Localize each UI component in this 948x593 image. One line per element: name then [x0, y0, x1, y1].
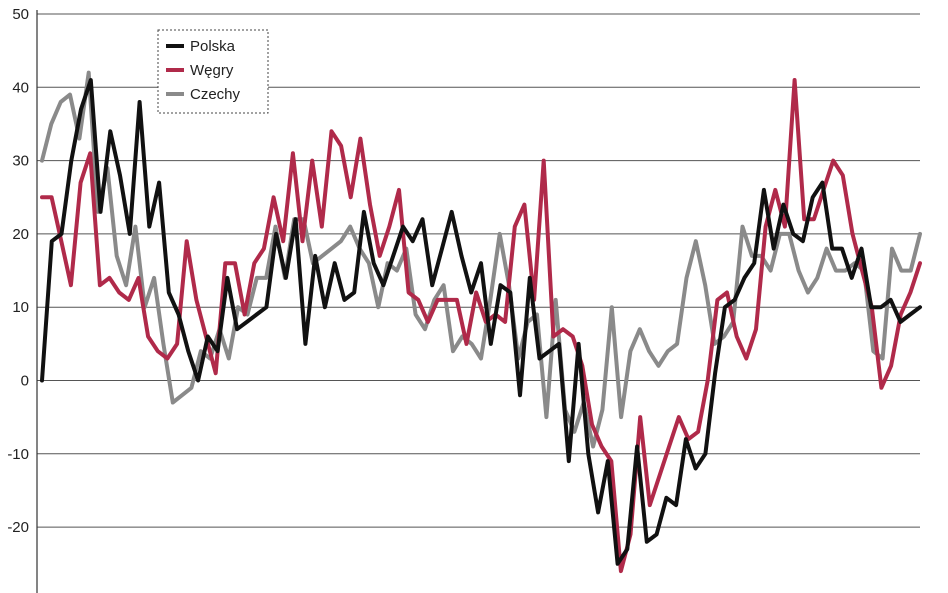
y-tick-label: 0	[21, 373, 29, 390]
y-tick-label: 20	[12, 226, 29, 243]
legend-box	[157, 29, 269, 114]
data-series	[40, 70, 922, 574]
legend-label-czechy: Czechy	[190, 86, 241, 103]
y-tick-label: -20	[7, 519, 29, 536]
series-line-polska	[40, 78, 922, 566]
y-axis-tick-labels: 50 40 30 20 10 0 -10 -20	[7, 6, 29, 536]
series-line-czechy	[40, 70, 922, 449]
y-tick-label: 40	[12, 79, 29, 96]
legend: Polska Węgry Czechy	[157, 29, 269, 114]
legend-label-polska: Polska	[190, 38, 236, 55]
legend-label-węgry: Węgry	[190, 62, 234, 79]
y-tick-label: 50	[12, 6, 29, 23]
y-tick-label: 30	[12, 153, 29, 170]
series-line-węgry	[40, 78, 922, 574]
y-tick-label: 10	[12, 299, 29, 316]
y-tick-label: -10	[7, 446, 29, 463]
